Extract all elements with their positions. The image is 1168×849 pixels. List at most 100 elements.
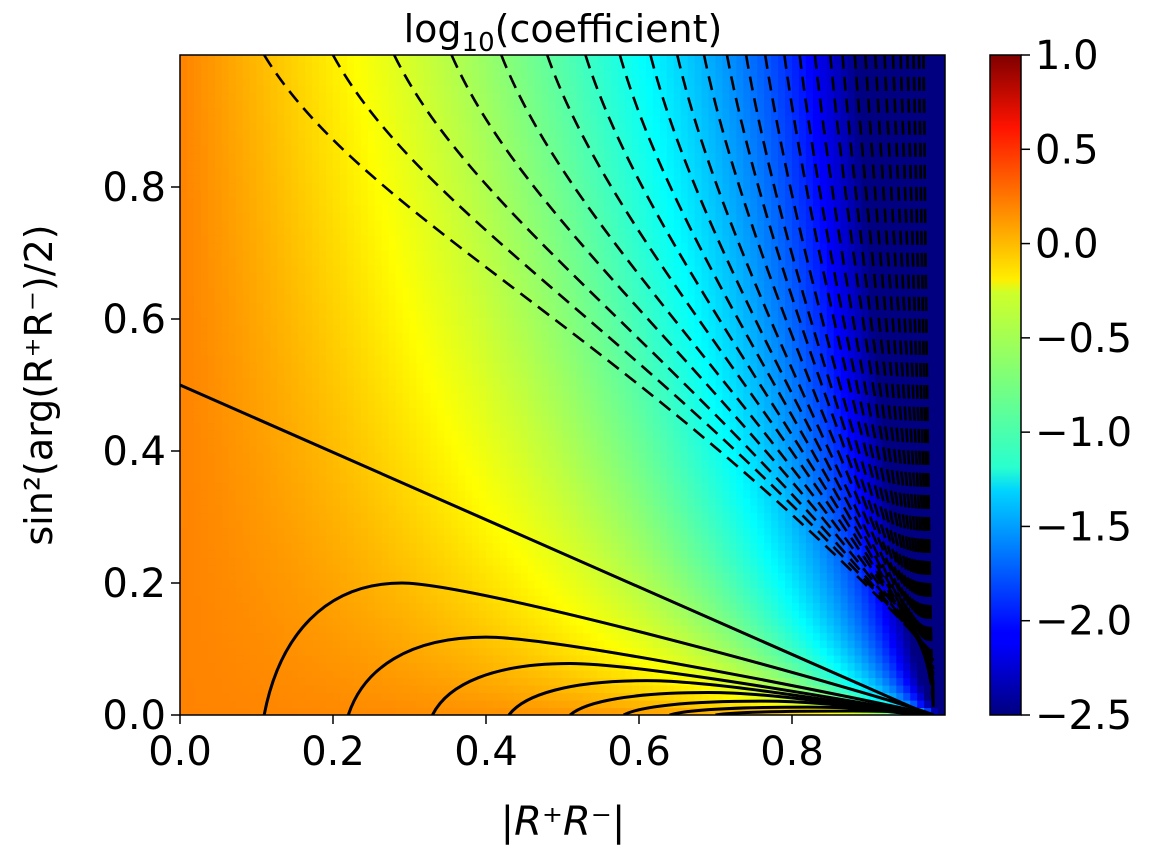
heatmap-cell [458,160,466,169]
heatmap-cell [499,190,508,199]
heatmap-cell [506,610,515,619]
heatmap-cell [569,640,577,649]
heatmap-cell [360,62,369,71]
heatmap-cell [437,445,445,454]
heatmap-cell [346,355,355,364]
heatmap-cell [479,55,487,64]
heatmap-cell [548,92,557,101]
heatmap-cell [270,415,278,424]
heatmap-cell [353,572,362,581]
heatmap-cell [395,707,404,715]
heatmap-cell [548,617,557,626]
heatmap-cell [395,107,404,116]
heatmap-cell [235,302,244,311]
heatmap-cell [486,595,494,604]
heatmap-cell [534,640,543,649]
heatmap-cell [479,130,487,139]
heatmap-cell [367,362,376,371]
heatmap-cell [444,220,452,229]
heatmap-cell [305,340,313,349]
heatmap-cell [291,325,299,334]
heatmap-cell [395,115,404,124]
heatmap-cell [520,302,529,311]
heatmap-cell [430,122,438,131]
heatmap-cell [402,265,411,274]
heatmap-cell [284,167,292,176]
heatmap-cell [228,137,237,146]
heatmap-cell [333,355,341,364]
heatmap-cell [242,115,251,124]
heatmap-cell [409,175,418,184]
heatmap-cell [465,235,473,244]
heatmap-cell [367,595,376,604]
heatmap-cell [444,505,452,514]
heatmap-cell [346,467,355,476]
heatmap-cell [319,265,327,274]
heatmap-cell [534,415,543,424]
heatmap-cell [298,550,306,559]
heatmap-cell [513,130,522,139]
heatmap-cell [291,422,299,431]
heatmap-cell [249,70,258,79]
heatmap-cell [492,407,501,416]
heatmap-cell [256,295,265,304]
heatmap-cell [374,400,383,409]
heatmap-cell [193,325,202,334]
heatmap-cell [458,197,466,206]
heatmap-cell [437,610,445,619]
heatmap-cell [569,235,577,244]
heatmap-cell [284,527,292,536]
heatmap-cell [277,452,285,461]
heatmap-cell [555,92,564,101]
heatmap-cell [437,542,445,551]
heatmap-cell [506,317,515,326]
heatmap-cell [506,452,515,461]
heatmap-cell [256,220,265,229]
heatmap-cell [416,625,424,634]
heatmap-cell [249,595,258,604]
heatmap-cell [263,182,271,191]
heatmap-cell [291,122,299,131]
heatmap-cell [506,85,515,94]
heatmap-cell [200,550,209,559]
heatmap-cell [437,190,445,199]
heatmap-cell [381,385,390,394]
heatmap-cell [520,107,529,116]
heatmap-cell [472,520,480,529]
heatmap-cell [214,535,223,544]
heatmap-cell [548,647,557,656]
heatmap-cell [207,302,216,311]
heatmap-cell [555,100,564,109]
heatmap-cell [409,452,418,461]
heatmap-cell [520,205,529,214]
heatmap-cell [555,512,564,521]
heatmap-cell [207,107,216,116]
heatmap-cell [312,182,320,191]
heatmap-cell [486,400,494,409]
heatmap-cell [541,535,550,544]
heatmap-cell [180,220,188,229]
heatmap-cell [388,617,397,626]
heatmap-cell [430,332,438,341]
heatmap-cell [444,265,452,274]
heatmap-cell [333,422,341,431]
heatmap-cell [388,647,397,656]
heatmap-cell [256,167,265,176]
heatmap-cell [513,85,522,94]
heatmap-cell [409,460,418,469]
heatmap-cell [312,55,320,64]
heatmap-cell [249,257,258,266]
heatmap-cell [305,235,313,244]
heatmap-cell [263,580,271,589]
heatmap-cell [555,482,564,491]
heatmap-cell [346,265,355,274]
heatmap-cell [423,587,431,596]
heatmap-cell [555,340,564,349]
heatmap-cell [256,347,265,356]
heatmap-cell [277,295,285,304]
heatmap-cell [388,700,397,709]
heatmap-cell [569,377,577,386]
heatmap-cell [472,265,480,274]
heatmap-cell [472,272,480,281]
heatmap-cell [472,482,480,491]
